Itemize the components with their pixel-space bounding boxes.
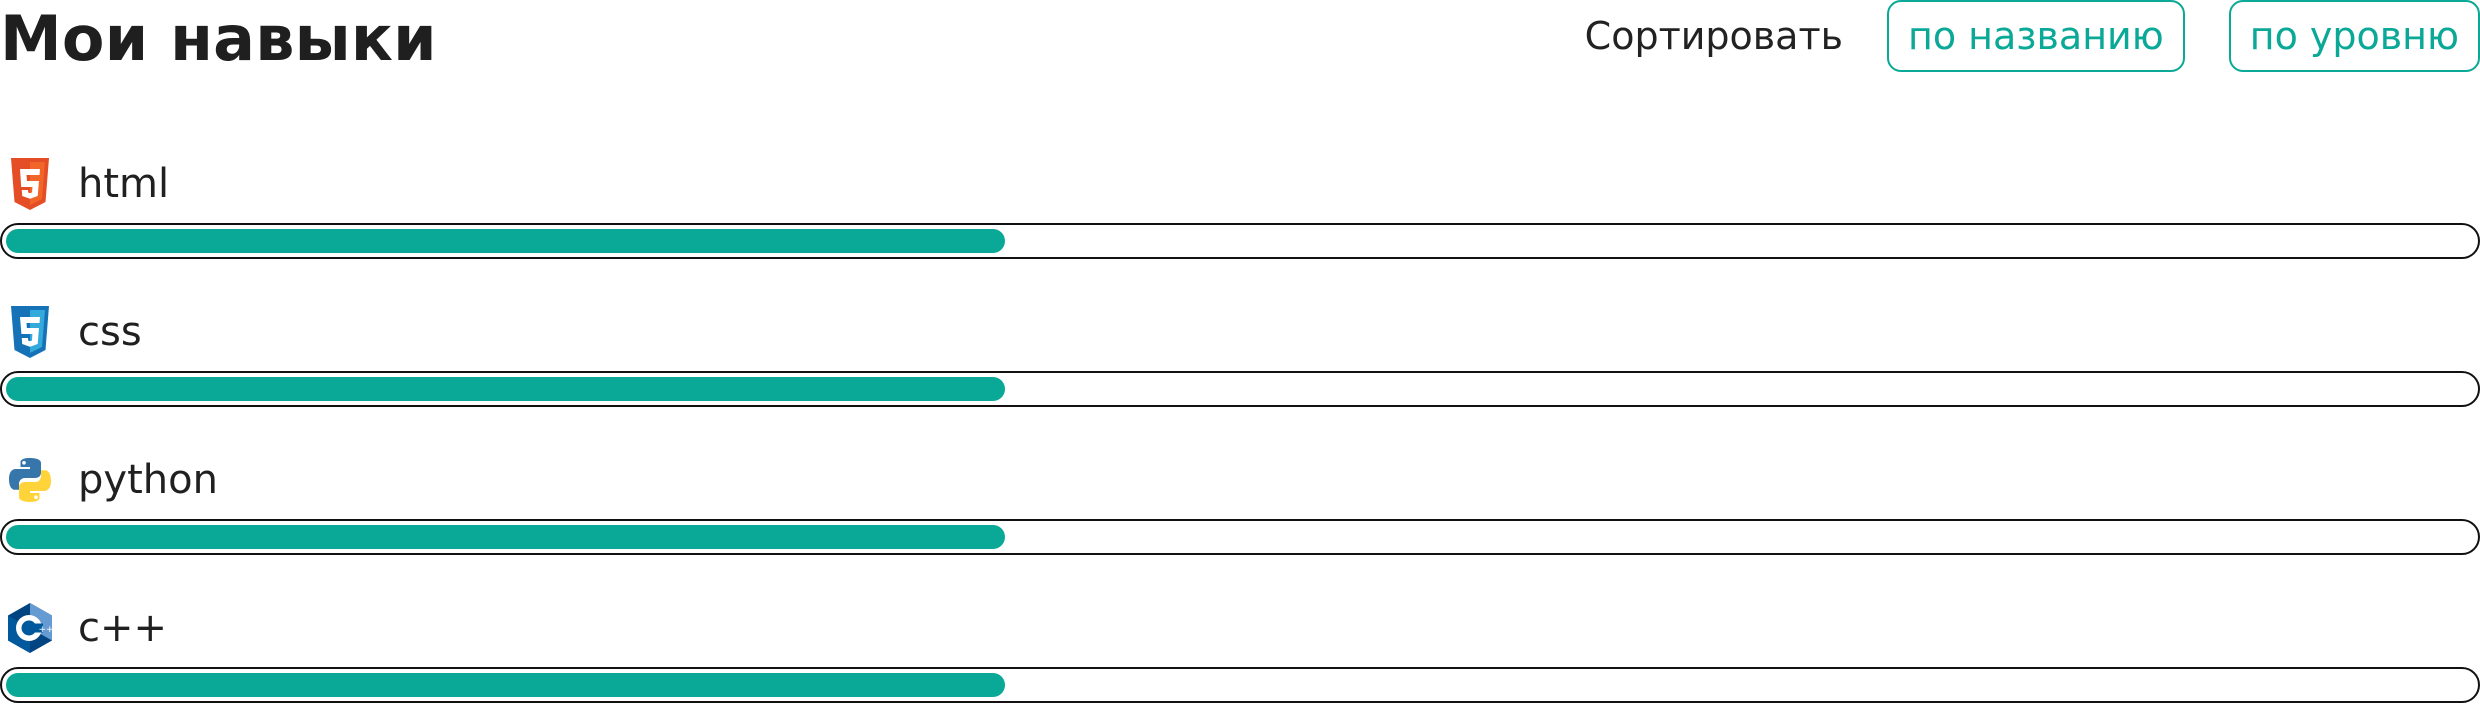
skill-name: c++ [78,605,168,651]
skill-progress-fill [6,229,1005,253]
sort-by-name-button[interactable]: по названию [1887,0,2185,72]
skill-name: css [78,309,142,355]
sort-controls: Сортировать по названию по уровню [1585,0,2480,72]
skill-header: ++ c++ [5,602,167,654]
html5-icon [5,158,55,210]
python-icon [5,454,55,506]
cpp-icon: ++ [5,602,55,654]
skill-header: css [5,306,142,358]
skill-name: html [78,161,170,207]
skill-progress-bar [0,223,2480,259]
skill-progress-bar [0,371,2480,407]
sort-label: Сортировать [1584,14,1843,58]
page-title: Мои навыки [0,2,437,75]
css3-icon [5,306,55,358]
skill-header: python [5,454,218,506]
skill-item-python: python [0,444,2480,592]
skill-name: python [78,457,218,503]
skill-item-css: css [0,296,2480,444]
skill-item-cpp: ++ c++ [0,592,2480,704]
skill-progress-bar [0,667,2480,703]
skills-list: html css [0,148,2480,704]
skill-header: html [5,158,169,210]
skill-item-html: html [0,148,2480,296]
skill-progress-fill [6,525,1005,549]
svg-text:++: ++ [39,625,54,635]
skill-progress-fill [6,377,1005,401]
skill-progress-bar [0,519,2480,555]
skill-progress-fill [6,673,1005,697]
sort-by-level-button[interactable]: по уровню [2228,0,2480,72]
